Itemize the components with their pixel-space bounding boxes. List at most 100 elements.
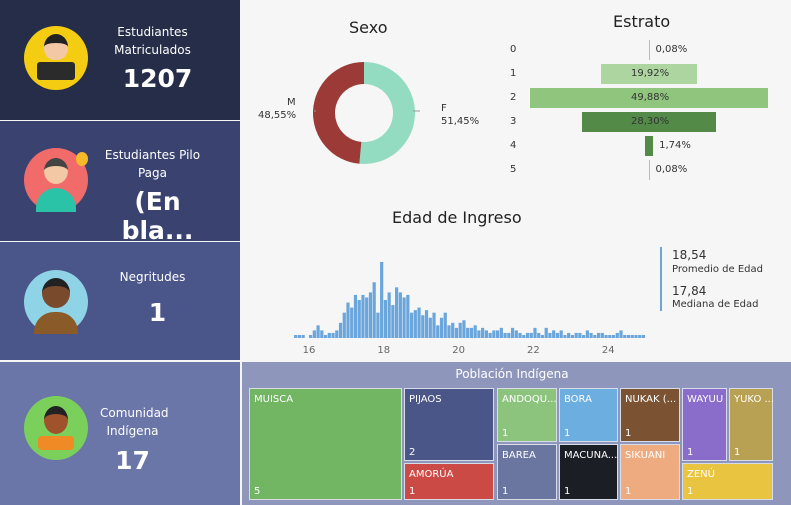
histogram-bar[interactable] [604, 335, 608, 338]
histogram-bar[interactable] [533, 327, 537, 338]
histogram-bar[interactable] [443, 312, 447, 338]
estrato-bar[interactable] [648, 160, 650, 180]
treemap-tile[interactable]: YUKO ... 1 [729, 388, 774, 461]
histogram-bar[interactable] [439, 317, 444, 338]
histogram-bar[interactable] [454, 327, 459, 338]
histogram-bar[interactable] [462, 320, 466, 338]
histogram-bar[interactable] [540, 335, 545, 338]
histogram-bar[interactable] [634, 335, 638, 338]
histogram-bar[interactable] [309, 335, 313, 338]
histogram-bar[interactable] [537, 332, 541, 338]
histogram-bar[interactable] [368, 292, 373, 338]
histogram-bar[interactable] [544, 327, 548, 338]
histogram-bar[interactable] [641, 335, 646, 338]
histogram-bar[interactable] [350, 307, 354, 338]
estrato-bar[interactable] [601, 64, 697, 84]
histogram-bar[interactable] [424, 310, 429, 338]
histogram-bar[interactable] [387, 292, 391, 338]
estrato-bar[interactable] [581, 112, 717, 132]
histogram-bar[interactable] [335, 330, 339, 338]
histogram-bar[interactable] [593, 335, 597, 338]
estrato-bar[interactable] [644, 136, 654, 156]
histogram-bar[interactable] [417, 307, 421, 338]
treemap-tile[interactable]: SIKUANI 1 [620, 444, 680, 500]
histogram-bar[interactable] [552, 330, 556, 338]
treemap-tile[interactable]: AMORÚA 1 [404, 463, 494, 500]
histogram-bar[interactable] [563, 335, 567, 338]
histogram-bar[interactable] [327, 332, 331, 338]
histogram-bar[interactable] [481, 327, 485, 338]
histogram-bar[interactable] [421, 315, 425, 338]
histogram-bar[interactable] [458, 322, 462, 338]
histogram-bar[interactable] [320, 330, 324, 338]
histogram-bar[interactable] [578, 332, 582, 338]
histogram-bar[interactable] [398, 292, 402, 338]
histogram-bar[interactable] [548, 332, 552, 338]
histogram-bar[interactable] [365, 297, 369, 338]
histogram-bar[interactable] [297, 335, 301, 338]
histogram-bar[interactable] [559, 330, 563, 338]
histogram-bar[interactable] [589, 332, 593, 338]
histogram-bar[interactable] [596, 332, 601, 338]
histogram-bar[interactable] [301, 335, 305, 338]
estrato-bar[interactable] [530, 88, 768, 108]
histogram-bar[interactable] [615, 332, 619, 338]
histogram-bar[interactable] [514, 330, 518, 338]
histogram-bar[interactable] [342, 312, 346, 338]
histogram-bar[interactable] [376, 312, 380, 338]
histogram-bar[interactable] [357, 300, 361, 338]
histogram-bar[interactable] [402, 297, 406, 338]
histogram-bar[interactable] [447, 325, 451, 338]
histogram-bar[interactable] [611, 335, 616, 338]
treemap-tile[interactable]: MUISCA 5 [249, 388, 402, 500]
histogram-bar[interactable] [432, 312, 436, 338]
histogram-bar[interactable] [428, 317, 432, 338]
histogram-bar[interactable] [380, 262, 384, 338]
histogram-bar[interactable] [496, 330, 500, 338]
histogram-bar[interactable] [484, 330, 488, 338]
histogram-bar[interactable] [391, 305, 395, 338]
histogram-bar[interactable] [383, 300, 387, 338]
treemap-tile[interactable]: PIJAOS 2 [404, 388, 494, 461]
histogram-bar[interactable] [361, 294, 365, 338]
histogram-bar[interactable] [372, 282, 376, 338]
histogram-bar[interactable] [312, 330, 316, 338]
histogram-bar[interactable] [510, 327, 515, 338]
histogram-bar[interactable] [473, 325, 477, 338]
slice-m[interactable] [313, 62, 364, 164]
histogram-bar[interactable] [294, 335, 298, 338]
histogram-bar[interactable] [395, 287, 399, 338]
histogram-bar[interactable] [608, 335, 612, 338]
histogram-bar[interactable] [353, 294, 358, 338]
histogram-bar[interactable] [567, 332, 571, 338]
histogram-bar[interactable] [477, 330, 481, 338]
histogram-bar[interactable] [638, 335, 642, 338]
estrato-bar[interactable] [648, 40, 650, 60]
histogram-bar[interactable] [503, 332, 507, 338]
treemap-tile[interactable]: WAYUU 1 [682, 388, 727, 461]
histogram-bar[interactable] [507, 332, 511, 338]
histogram-bar[interactable] [346, 302, 350, 338]
slice-f[interactable] [359, 62, 415, 164]
histogram-bar[interactable] [413, 310, 417, 338]
histogram-bar[interactable] [488, 332, 492, 338]
histogram-bar[interactable] [529, 332, 533, 338]
histogram-bar[interactable] [522, 335, 526, 338]
histogram-bar[interactable] [492, 330, 496, 338]
histogram-bar[interactable] [409, 312, 414, 338]
histogram-bar[interactable] [574, 332, 578, 338]
histogram-bar[interactable] [316, 325, 320, 338]
histogram-bar[interactable] [630, 335, 634, 338]
histogram-bar[interactable] [585, 330, 589, 338]
treemap-tile[interactable]: BAREA 1 [497, 444, 557, 500]
histogram-bar[interactable] [518, 332, 522, 338]
histogram-bar[interactable] [331, 332, 335, 338]
histogram-bar[interactable] [451, 322, 455, 338]
histogram-bar[interactable] [619, 330, 623, 338]
histogram-bar[interactable] [469, 327, 474, 338]
histogram-bar[interactable] [436, 325, 440, 338]
treemap-tile[interactable]: NUKAK (... 1 [620, 388, 680, 442]
histogram-bar[interactable] [582, 335, 586, 338]
histogram-bar[interactable] [555, 332, 560, 338]
histogram-bar[interactable] [600, 332, 604, 338]
